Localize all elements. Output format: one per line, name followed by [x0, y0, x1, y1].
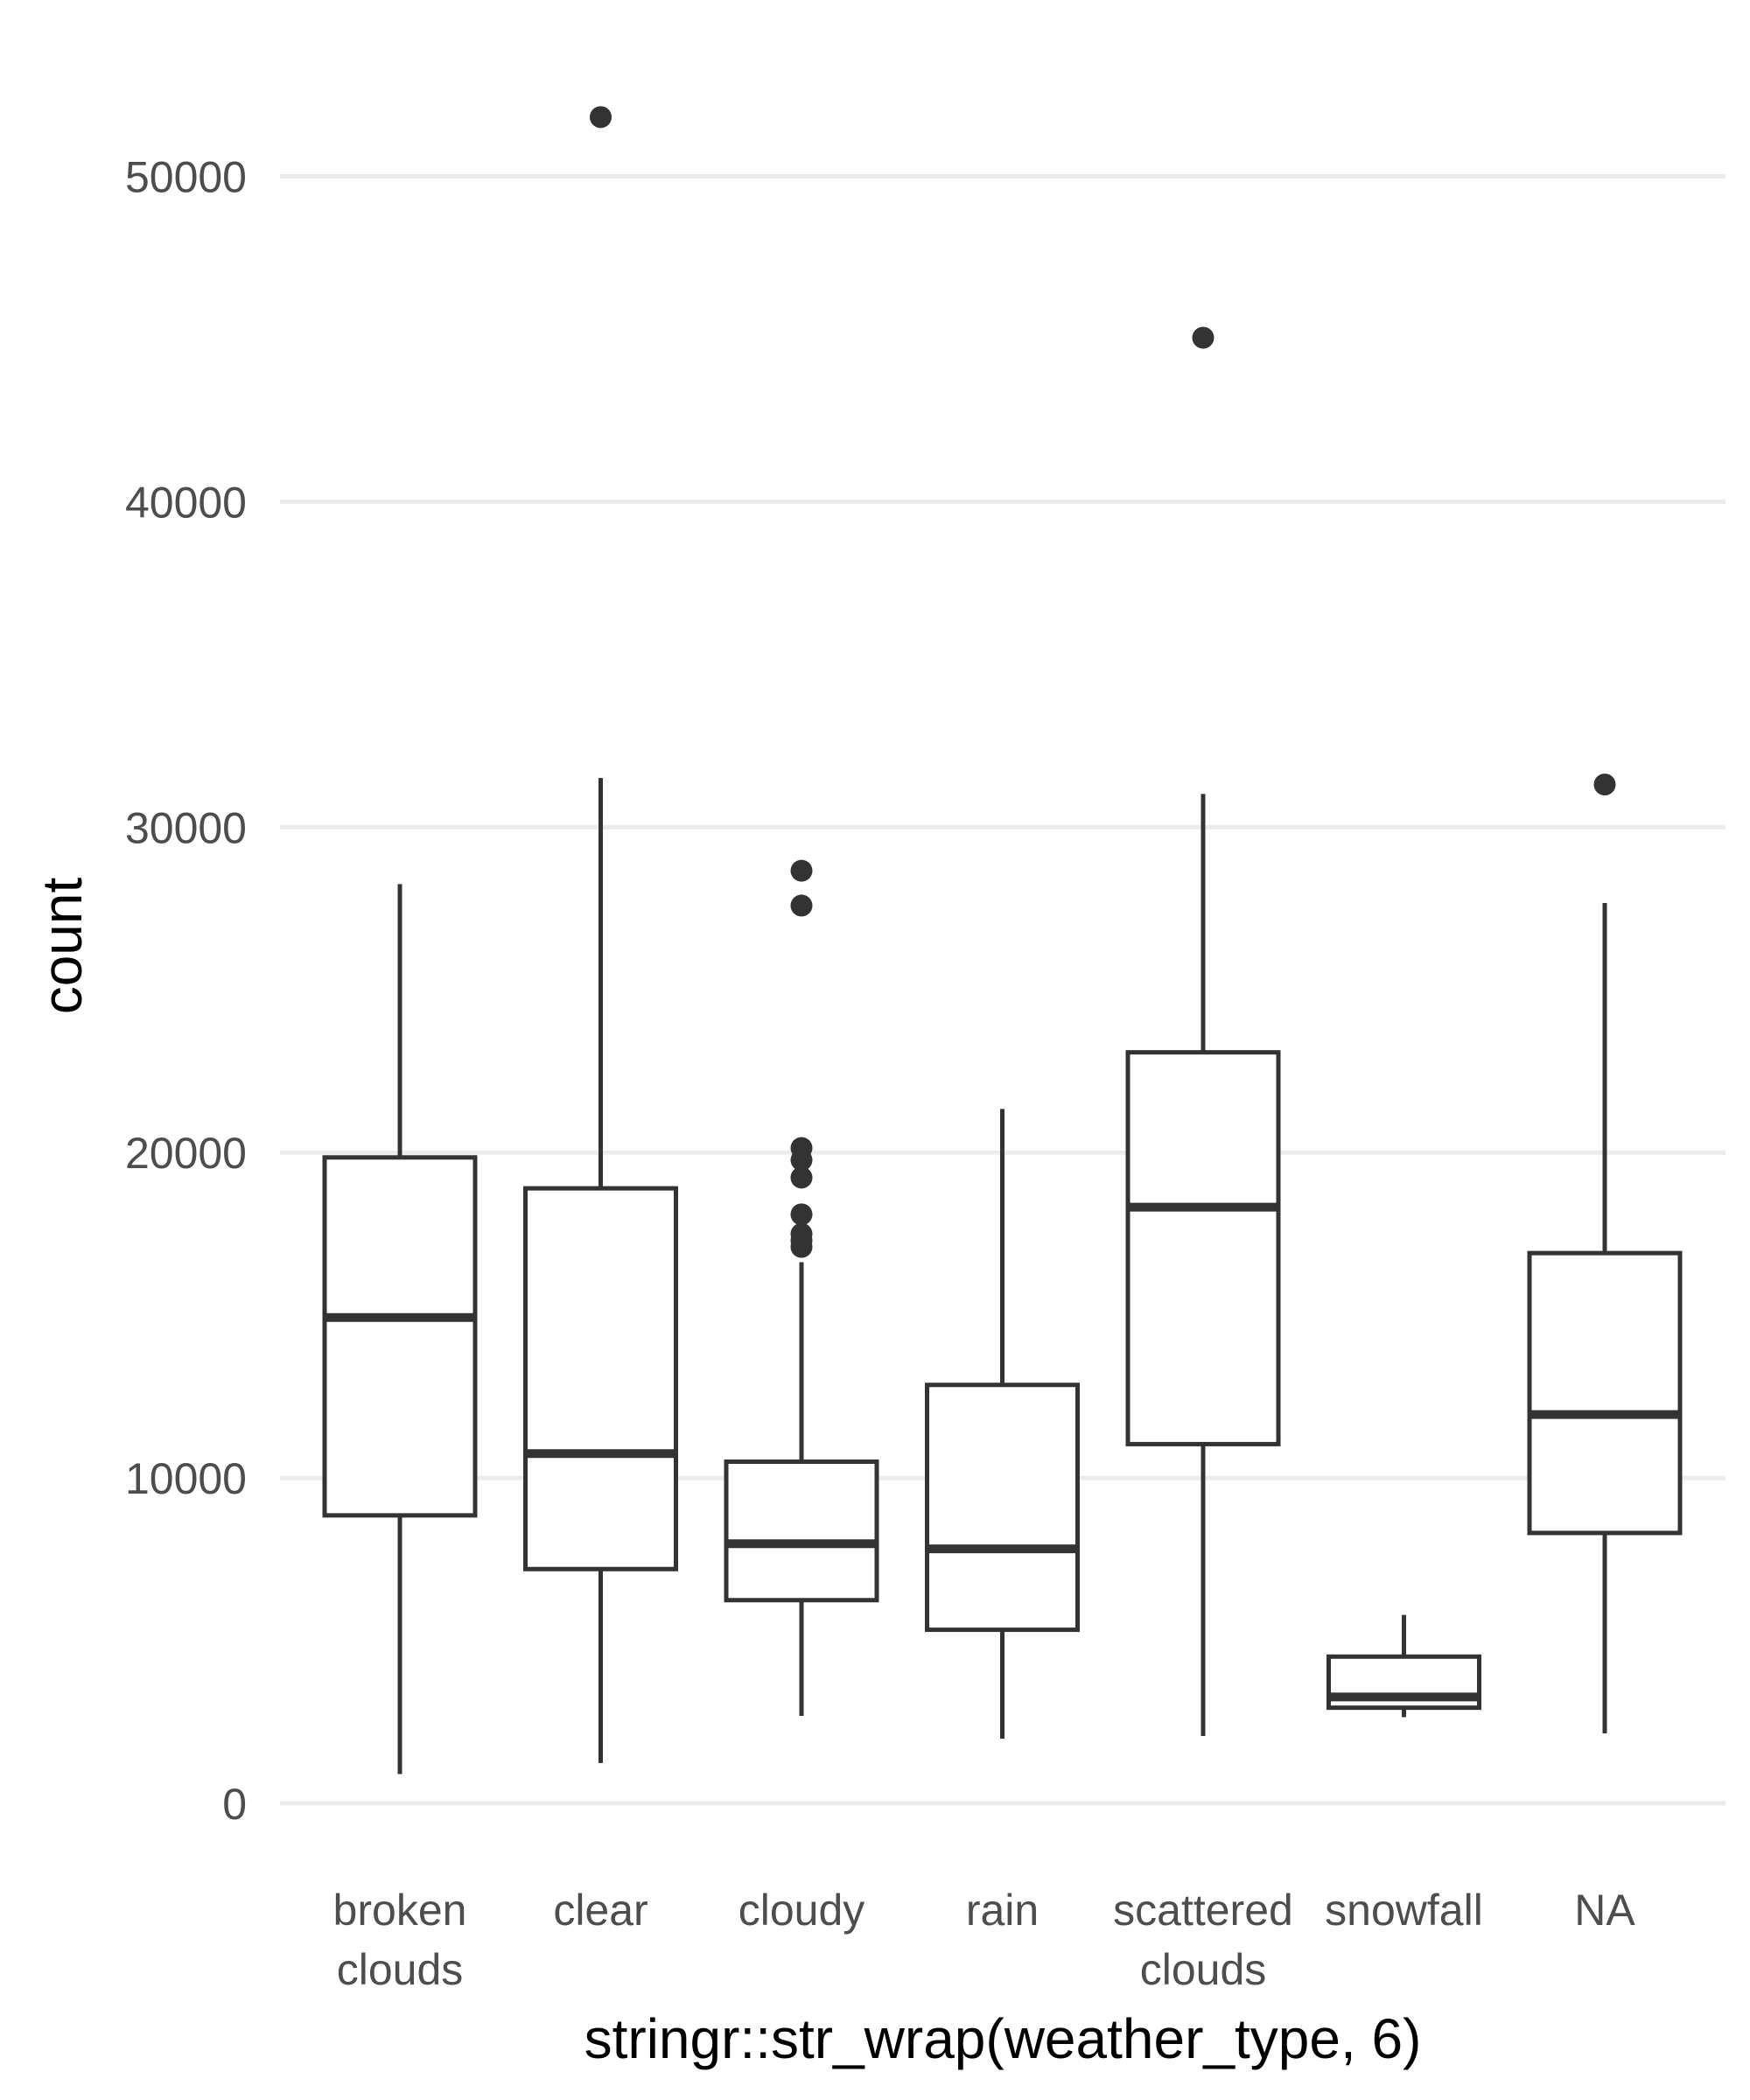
outlier-point [790, 1222, 813, 1245]
y-tick-label: 20000 [125, 1129, 247, 1178]
x-tick-label: rain [966, 1886, 1039, 1935]
iqr-box [322, 1155, 478, 1518]
outlier-point [790, 894, 813, 917]
iqr-box [1125, 1050, 1281, 1446]
y-tick-label: 0 [222, 1780, 247, 1829]
y-tick-label: 50000 [125, 153, 247, 202]
outlier-point [590, 106, 612, 129]
x-axis-title: stringr::str_wrap(weather_type, 6) [584, 2007, 1422, 2070]
box-NA [1527, 774, 1683, 1734]
x-tick-label: broken [333, 1886, 467, 1935]
x-tick-label: clouds [337, 1945, 464, 1994]
x-axis-ticks: broken clouds clear cloudy rain scattered clou… [333, 1886, 1636, 1994]
box-snowfall [1326, 1614, 1481, 1718]
outlier-point [790, 1203, 813, 1226]
iqr-box [724, 1460, 879, 1603]
x-tick-label: NA [1574, 1886, 1635, 1935]
outlier-point [790, 1137, 813, 1159]
box-cloudy [724, 859, 879, 1716]
y-axis-ticks: 0 10000 20000 30000 40000 50000 [125, 153, 247, 1830]
y-tick-label: 40000 [125, 478, 247, 527]
y-axis-title: count [31, 878, 94, 1015]
iqr-box [925, 1382, 1080, 1633]
box-rain [925, 1109, 1080, 1740]
outlier-point [790, 859, 813, 882]
x-tick-label: cloudy [738, 1886, 865, 1935]
outlier-point [790, 1166, 813, 1189]
box-broken-clouds [322, 884, 478, 1774]
y-tick-label: 30000 [125, 803, 247, 852]
box-scattered-clouds [1125, 326, 1281, 1737]
outlier-point [1192, 326, 1214, 349]
iqr-box [523, 1186, 678, 1572]
x-tick-label: snowfall [1325, 1886, 1483, 1935]
outlier-point [1593, 774, 1616, 796]
y-tick-label: 10000 [125, 1454, 247, 1503]
iqr-box [1527, 1250, 1683, 1536]
box-clear [523, 106, 678, 1763]
x-tick-label: scattered [1113, 1886, 1293, 1935]
boxes [322, 106, 1683, 1774]
x-tick-label: clouds [1140, 1945, 1267, 1994]
x-tick-label: clear [553, 1886, 648, 1935]
